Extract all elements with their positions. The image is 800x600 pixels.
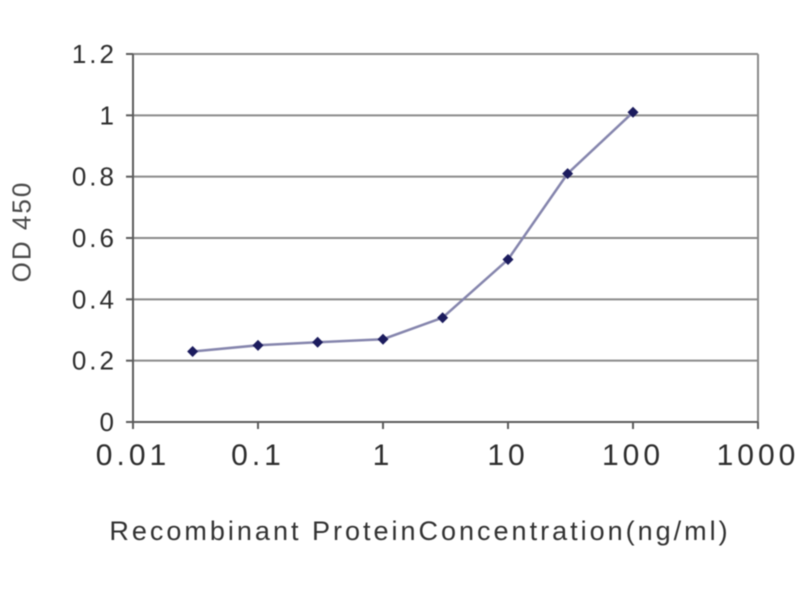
data-point-marker bbox=[312, 336, 324, 348]
x-tick-label: 10 bbox=[487, 439, 528, 472]
y-tick-label: 0 bbox=[100, 407, 117, 437]
y-tick-label: 1.2 bbox=[72, 39, 117, 69]
data-point-marker bbox=[437, 312, 449, 324]
y-tick-label: 0.2 bbox=[72, 346, 117, 376]
x-tick-label: 0.1 bbox=[231, 439, 285, 472]
data-point-marker bbox=[252, 339, 264, 351]
y-tick-label: 1 bbox=[100, 100, 117, 130]
x-axis-title: Recombinant ProteinConcentration(ng/ml) bbox=[109, 516, 731, 546]
x-tick-label: 1 bbox=[373, 439, 394, 472]
y-tick-label: 0.6 bbox=[72, 223, 117, 253]
data-point-marker bbox=[627, 106, 639, 118]
data-point-marker bbox=[502, 253, 514, 265]
data-point-marker bbox=[562, 168, 574, 180]
x-tick-label: 0.01 bbox=[96, 439, 170, 472]
data-point-marker bbox=[377, 333, 389, 345]
y-tick-label: 0.4 bbox=[72, 284, 117, 314]
data-point-marker bbox=[187, 345, 199, 357]
y-axis-title: OD 450 bbox=[6, 180, 37, 283]
y-tick-label: 0.8 bbox=[72, 162, 117, 192]
series-line bbox=[192, 111, 634, 353]
x-tick-label: 1000 bbox=[717, 439, 800, 472]
x-tick-label: 100 bbox=[602, 439, 664, 472]
